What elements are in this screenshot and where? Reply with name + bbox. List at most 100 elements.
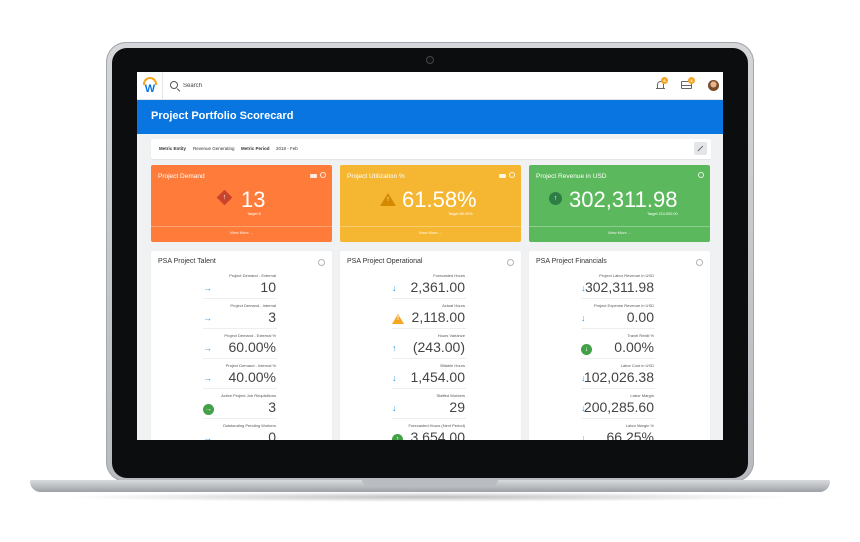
kpi-title: Project Revenue in USD [536,173,607,180]
kpi-card-project-demand[interactable]: Project Demand ↑ 13 Target 8 View More .… [151,165,332,242]
metric-label: Labor Margin % [625,423,654,428]
kpi-target: Target 210,000.00 [647,212,678,216]
filter-bar: Metric Entity Revenue Generating Metric … [151,139,711,159]
metric-period-value: 2018 - Feb [276,146,298,151]
metric-value: 10 [260,279,276,295]
metric-divider [392,418,466,419]
topbar-divider [162,72,163,100]
warning-triangle-icon: ↑ [380,193,396,206]
metric-value: 0 [268,429,276,440]
up-circle-icon: ↑ [549,192,562,205]
page-title: Project Portfolio Scorecard [151,110,294,122]
metric-row[interactable]: Forecasted Hours (Next Period) 3,654.00 ↑ [340,423,521,440]
metric-row[interactable]: Project Labor Revenue in USD 302,311.98 ↓ [529,273,710,303]
metric-row[interactable]: Labor Cost in USD 102,026.38 ↓ [529,363,710,393]
metric-entity-label: Metric Entity [159,146,187,151]
panel-title: PSA Project Talent [158,258,216,265]
metric-divider [581,418,655,419]
arrow-down-icon: ↓ [581,403,586,413]
warning-icon: ! [392,314,404,324]
metric-row[interactable]: Active Project Job Requisitions 3 → [151,393,332,423]
gear-icon[interactable] [509,172,515,178]
arrow-down-icon: ↓ [581,283,586,293]
gear-icon[interactable] [507,259,514,266]
metric-row[interactable]: Hours Variance (243.00) ↑ [340,333,521,363]
laptop-base-notch [362,480,498,486]
arrow-right-icon: → [203,343,212,353]
arrow-right-icon: → [203,283,212,293]
arrow-down-icon: ↓ [392,283,397,293]
chat-icon[interactable] [310,174,317,178]
arrow-down-icon: ↓ [581,433,586,441]
metric-row[interactable]: Project Expense Revenue in USD 0.00 ↓ [529,303,710,333]
metric-row[interactable]: Billable Hours 1,454.00 ↓ [340,363,521,393]
view-more-link[interactable]: View More ... [229,230,254,235]
notifications-badge: 6 [661,77,668,84]
chat-icon[interactable] [499,174,506,178]
kpi-target: Target 8 [247,212,261,216]
metric-divider [581,388,655,389]
metric-label: Active Project Job Requisitions [221,393,276,398]
kpi-divider [151,226,332,227]
metric-label: Hours Variance [437,333,465,338]
metric-label: Project Demand - External % [224,333,276,338]
top-bar: W 6 4 [137,72,723,100]
metric-row[interactable]: Actual Hours 2,118.00! [340,303,521,333]
metric-label: Project Demand - External [229,273,276,278]
arrow-right-icon: → [203,433,212,441]
metric-entity-value: Revenue Generating [193,146,235,151]
kpi-card-project-revenue[interactable]: Project Revenue in USD ↑ 302,311.98 Targ… [529,165,710,242]
metric-divider [581,298,655,299]
app-screen: W 6 4 Project Portfolio Scorecard Metric… [137,72,723,440]
metric-row[interactable]: Outstanding Pending Workers 0 → [151,423,332,440]
metric-value: 2,118.00 [411,309,465,325]
gear-icon[interactable] [696,259,703,266]
inbox-icon[interactable] [681,81,692,89]
metric-row[interactable]: Project Demand - Internal 3 → [151,303,332,333]
metric-value: 0.00% [614,339,654,355]
metric-row[interactable]: Labor Margin % 66.25% ↓ [529,423,710,440]
kpi-title: Project Utilization % [347,173,405,180]
panel-title: PSA Project Financials [536,258,607,265]
metric-value: 302,311.98 [584,279,654,295]
arrow-down-circle-icon: ↓ [581,344,592,355]
metric-value: 60.00% [228,339,276,355]
metric-value: 200,285.60 [583,399,654,415]
metric-divider [392,328,466,329]
metric-divider [392,298,466,299]
gear-icon[interactable] [320,172,326,178]
workday-logo-icon[interactable]: W [143,77,157,95]
metric-label: Actual Hours [442,303,465,308]
metric-divider [581,358,655,359]
metric-row[interactable]: Forecasted Hours 2,361.00 ↓ [340,273,521,303]
laptop-shadow [60,492,800,502]
notifications-bell-icon[interactable] [656,80,665,90]
metric-divider [392,388,466,389]
metric-row[interactable]: Labor Margin 200,285.60 ↓ [529,393,710,423]
metric-divider [203,358,277,359]
metric-label: Project Demand - Internal [230,303,276,308]
view-more-link[interactable]: View More ... [418,230,443,235]
arrow-down-icon: ↓ [581,373,586,383]
view-more-link[interactable]: View More ... [607,230,632,235]
edit-filters-button[interactable] [694,142,707,155]
metric-row[interactable]: Project Demand - Internal % 40.00% → [151,363,332,393]
search-input[interactable] [183,79,383,93]
kpi-divider [340,226,521,227]
metric-row[interactable]: Travel Rebill % 0.00% ↓ [529,333,710,363]
gear-icon[interactable] [318,259,325,266]
gear-icon[interactable] [698,172,704,178]
inbox-badge: 4 [688,77,695,84]
metric-row[interactable]: Project Demand - External % 60.00% → [151,333,332,363]
kpi-value: 61.58% [402,187,477,212]
search-icon [170,81,178,89]
user-avatar[interactable] [708,80,719,91]
kpi-title: Project Demand [158,173,205,180]
metric-value: 2,361.00 [410,279,466,295]
metric-divider [203,328,277,329]
metric-label: Project Expense Revenue in USD [593,303,654,308]
laptop-base [30,480,830,492]
metric-row[interactable]: Staffed Workers 29 ↓ [340,393,521,423]
metric-row[interactable]: Project Demand - External 10 → [151,273,332,303]
kpi-card-project-utilization[interactable]: Project Utilization % ↑ 61.58% Target 80… [340,165,521,242]
